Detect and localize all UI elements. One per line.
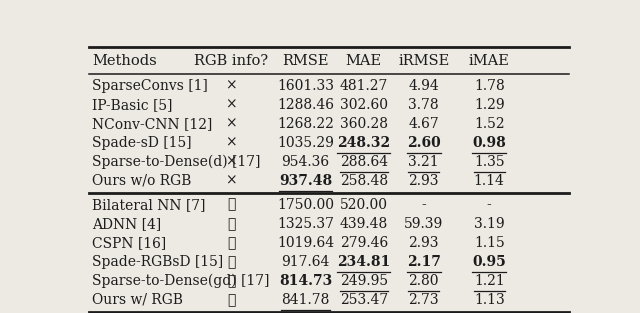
Text: 2.93: 2.93 xyxy=(408,174,439,188)
Text: 4.94: 4.94 xyxy=(408,79,439,93)
Text: 439.48: 439.48 xyxy=(340,217,388,231)
Text: 954.36: 954.36 xyxy=(282,155,330,169)
Text: 3.21: 3.21 xyxy=(408,155,439,169)
Text: ✓: ✓ xyxy=(227,293,236,307)
Text: Spade-sD [15]: Spade-sD [15] xyxy=(92,136,192,150)
Text: 1.14: 1.14 xyxy=(474,174,504,188)
Text: IP-Basic [5]: IP-Basic [5] xyxy=(92,98,173,112)
Text: 1.29: 1.29 xyxy=(474,98,504,112)
Text: 0.95: 0.95 xyxy=(472,255,506,269)
Text: 1.21: 1.21 xyxy=(474,274,504,288)
Text: iRMSE: iRMSE xyxy=(398,54,449,68)
Text: 917.64: 917.64 xyxy=(282,255,330,269)
Text: 258.48: 258.48 xyxy=(340,174,388,188)
Text: 1.52: 1.52 xyxy=(474,117,504,131)
Text: 253.47: 253.47 xyxy=(340,293,388,307)
Text: CSPN [16]: CSPN [16] xyxy=(92,236,166,250)
Text: 814.73: 814.73 xyxy=(279,274,332,288)
Text: 288.64: 288.64 xyxy=(340,155,388,169)
Text: -: - xyxy=(421,198,426,212)
Text: ✓: ✓ xyxy=(227,236,236,250)
Text: 2.60: 2.60 xyxy=(407,136,440,150)
Text: 360.28: 360.28 xyxy=(340,117,388,131)
Text: 937.48: 937.48 xyxy=(279,174,332,188)
Text: ×: × xyxy=(225,98,237,112)
Text: ×: × xyxy=(225,136,237,150)
Text: RMSE: RMSE xyxy=(282,54,329,68)
Text: 249.95: 249.95 xyxy=(340,274,388,288)
Text: MAE: MAE xyxy=(346,54,382,68)
Text: ✓: ✓ xyxy=(227,198,236,212)
Text: 279.46: 279.46 xyxy=(340,236,388,250)
Text: 1750.00: 1750.00 xyxy=(277,198,334,212)
Text: 3.78: 3.78 xyxy=(408,98,439,112)
Text: 248.32: 248.32 xyxy=(337,136,390,150)
Text: 1325.37: 1325.37 xyxy=(277,217,334,231)
Text: 1.15: 1.15 xyxy=(474,236,504,250)
Text: NConv-CNN [12]: NConv-CNN [12] xyxy=(92,117,212,131)
Text: iMAE: iMAE xyxy=(468,54,509,68)
Text: 1288.46: 1288.46 xyxy=(277,98,334,112)
Text: 1.35: 1.35 xyxy=(474,155,504,169)
Text: SparseConvs [1]: SparseConvs [1] xyxy=(92,79,208,93)
Text: 1035.29: 1035.29 xyxy=(277,136,334,150)
Text: ✓: ✓ xyxy=(227,255,236,269)
Text: ×: × xyxy=(225,155,237,169)
Text: ✓: ✓ xyxy=(227,274,236,288)
Text: ×: × xyxy=(225,79,237,93)
Text: 4.67: 4.67 xyxy=(408,117,439,131)
Text: 2.73: 2.73 xyxy=(408,293,439,307)
Text: 3.19: 3.19 xyxy=(474,217,504,231)
Text: 1.78: 1.78 xyxy=(474,79,504,93)
Text: RGB info?: RGB info? xyxy=(194,54,268,68)
Text: ×: × xyxy=(225,117,237,131)
Text: 302.60: 302.60 xyxy=(340,98,388,112)
Text: Bilateral NN [7]: Bilateral NN [7] xyxy=(92,198,206,212)
Text: 2.93: 2.93 xyxy=(408,236,439,250)
Text: Ours w/o RGB: Ours w/o RGB xyxy=(92,174,192,188)
Text: 841.78: 841.78 xyxy=(282,293,330,307)
Text: 1268.22: 1268.22 xyxy=(277,117,334,131)
Text: 481.27: 481.27 xyxy=(340,79,388,93)
Text: 0.98: 0.98 xyxy=(472,136,506,150)
Text: Methods: Methods xyxy=(92,54,157,68)
Text: Sparse-to-Dense(gd) [17]: Sparse-to-Dense(gd) [17] xyxy=(92,274,270,288)
Text: 2.17: 2.17 xyxy=(407,255,441,269)
Text: Spade-RGBsD [15]: Spade-RGBsD [15] xyxy=(92,255,223,269)
Text: 1.13: 1.13 xyxy=(474,293,504,307)
Text: ×: × xyxy=(225,174,237,188)
Text: 2.80: 2.80 xyxy=(408,274,439,288)
Text: Sparse-to-Dense(d) [17]: Sparse-to-Dense(d) [17] xyxy=(92,155,261,169)
Text: Ours w/ RGB: Ours w/ RGB xyxy=(92,293,184,307)
Text: 520.00: 520.00 xyxy=(340,198,388,212)
Text: 234.81: 234.81 xyxy=(337,255,390,269)
Text: 1019.64: 1019.64 xyxy=(277,236,334,250)
Text: -: - xyxy=(487,198,492,212)
Text: 1601.33: 1601.33 xyxy=(277,79,334,93)
Text: ADNN [4]: ADNN [4] xyxy=(92,217,162,231)
Text: ✓: ✓ xyxy=(227,217,236,231)
Text: 59.39: 59.39 xyxy=(404,217,444,231)
